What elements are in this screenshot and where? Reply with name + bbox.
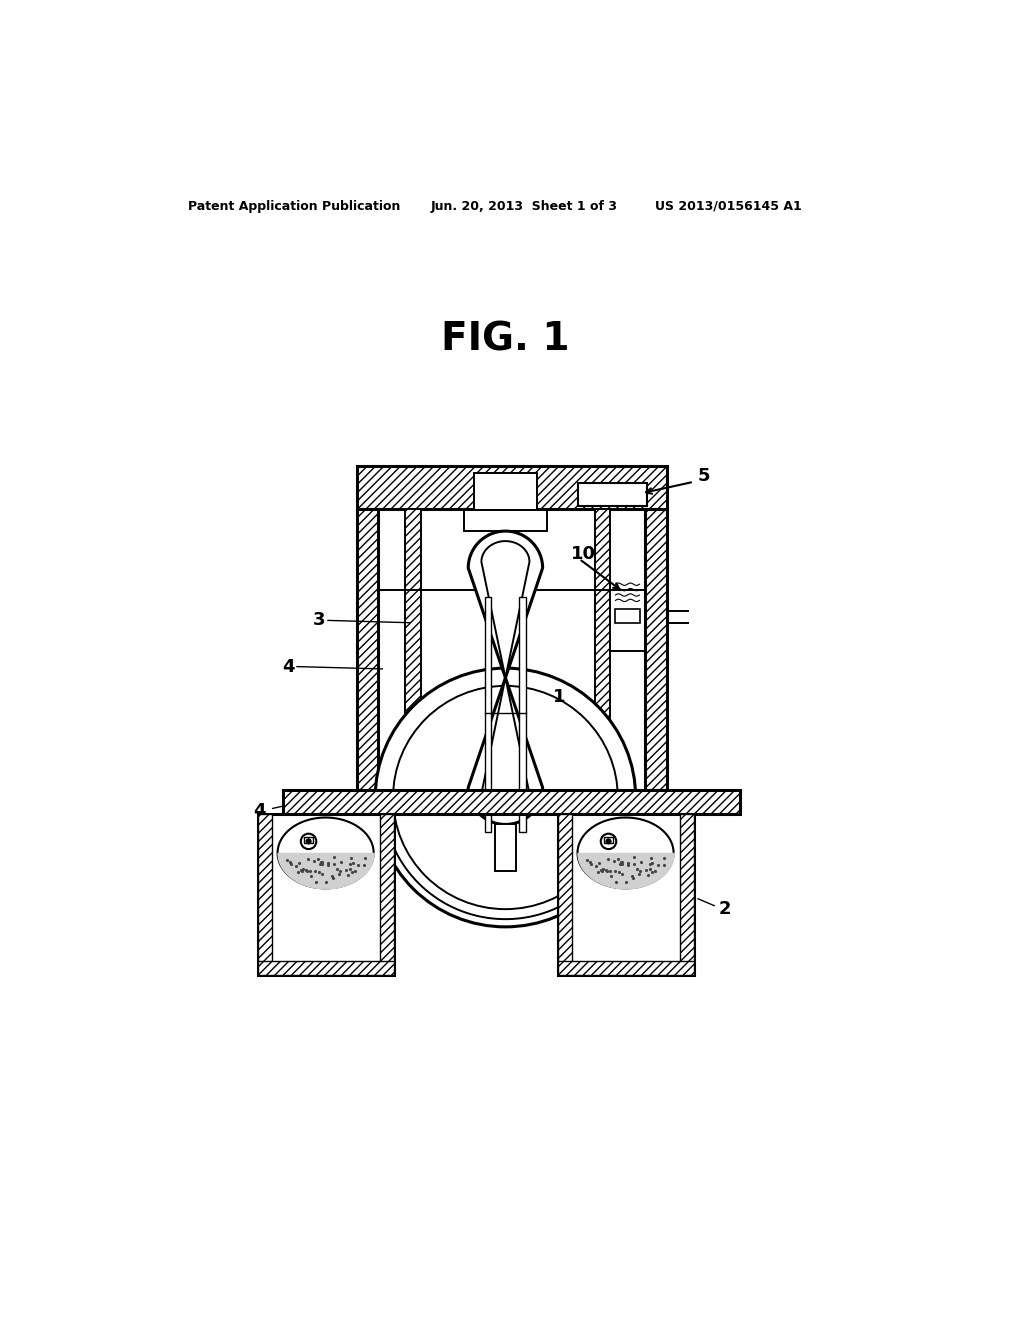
Bar (474, 473, 538, 510)
Circle shape (393, 686, 617, 909)
Polygon shape (356, 508, 378, 789)
Polygon shape (645, 508, 667, 789)
Bar (258, 814, 394, 974)
Text: Patent Application Publication: Patent Application Publication (188, 199, 400, 213)
Text: 1: 1 (553, 689, 565, 706)
Text: 4: 4 (254, 803, 266, 820)
Polygon shape (595, 508, 610, 789)
Text: FIG. 1: FIG. 1 (441, 321, 569, 358)
Circle shape (606, 838, 611, 843)
Polygon shape (380, 814, 394, 974)
Polygon shape (258, 961, 394, 974)
Bar (519, 597, 525, 832)
Polygon shape (278, 817, 374, 888)
Bar (604, 837, 613, 843)
Bar (615, 609, 640, 623)
Bar (558, 814, 693, 974)
Text: 3: 3 (313, 611, 326, 630)
Polygon shape (468, 531, 543, 825)
Bar (496, 825, 515, 871)
Text: 5: 5 (697, 467, 710, 486)
Circle shape (375, 668, 636, 927)
Polygon shape (356, 466, 667, 508)
Bar (485, 597, 492, 832)
Text: 4: 4 (283, 657, 295, 676)
Polygon shape (558, 814, 572, 974)
Circle shape (601, 834, 616, 849)
Bar (464, 510, 547, 531)
Bar (578, 483, 647, 507)
Polygon shape (283, 789, 740, 814)
Circle shape (301, 834, 316, 849)
Polygon shape (680, 814, 693, 974)
Polygon shape (481, 541, 529, 814)
Text: 10: 10 (571, 545, 596, 564)
Bar (304, 837, 313, 843)
Polygon shape (258, 814, 272, 974)
Polygon shape (406, 508, 421, 789)
Text: US 2013/0156145 A1: US 2013/0156145 A1 (655, 199, 802, 213)
Text: 2: 2 (719, 900, 731, 919)
Text: Jun. 20, 2013  Sheet 1 of 3: Jun. 20, 2013 Sheet 1 of 3 (430, 199, 617, 213)
Circle shape (306, 838, 311, 843)
Polygon shape (578, 817, 674, 888)
Polygon shape (558, 961, 693, 974)
